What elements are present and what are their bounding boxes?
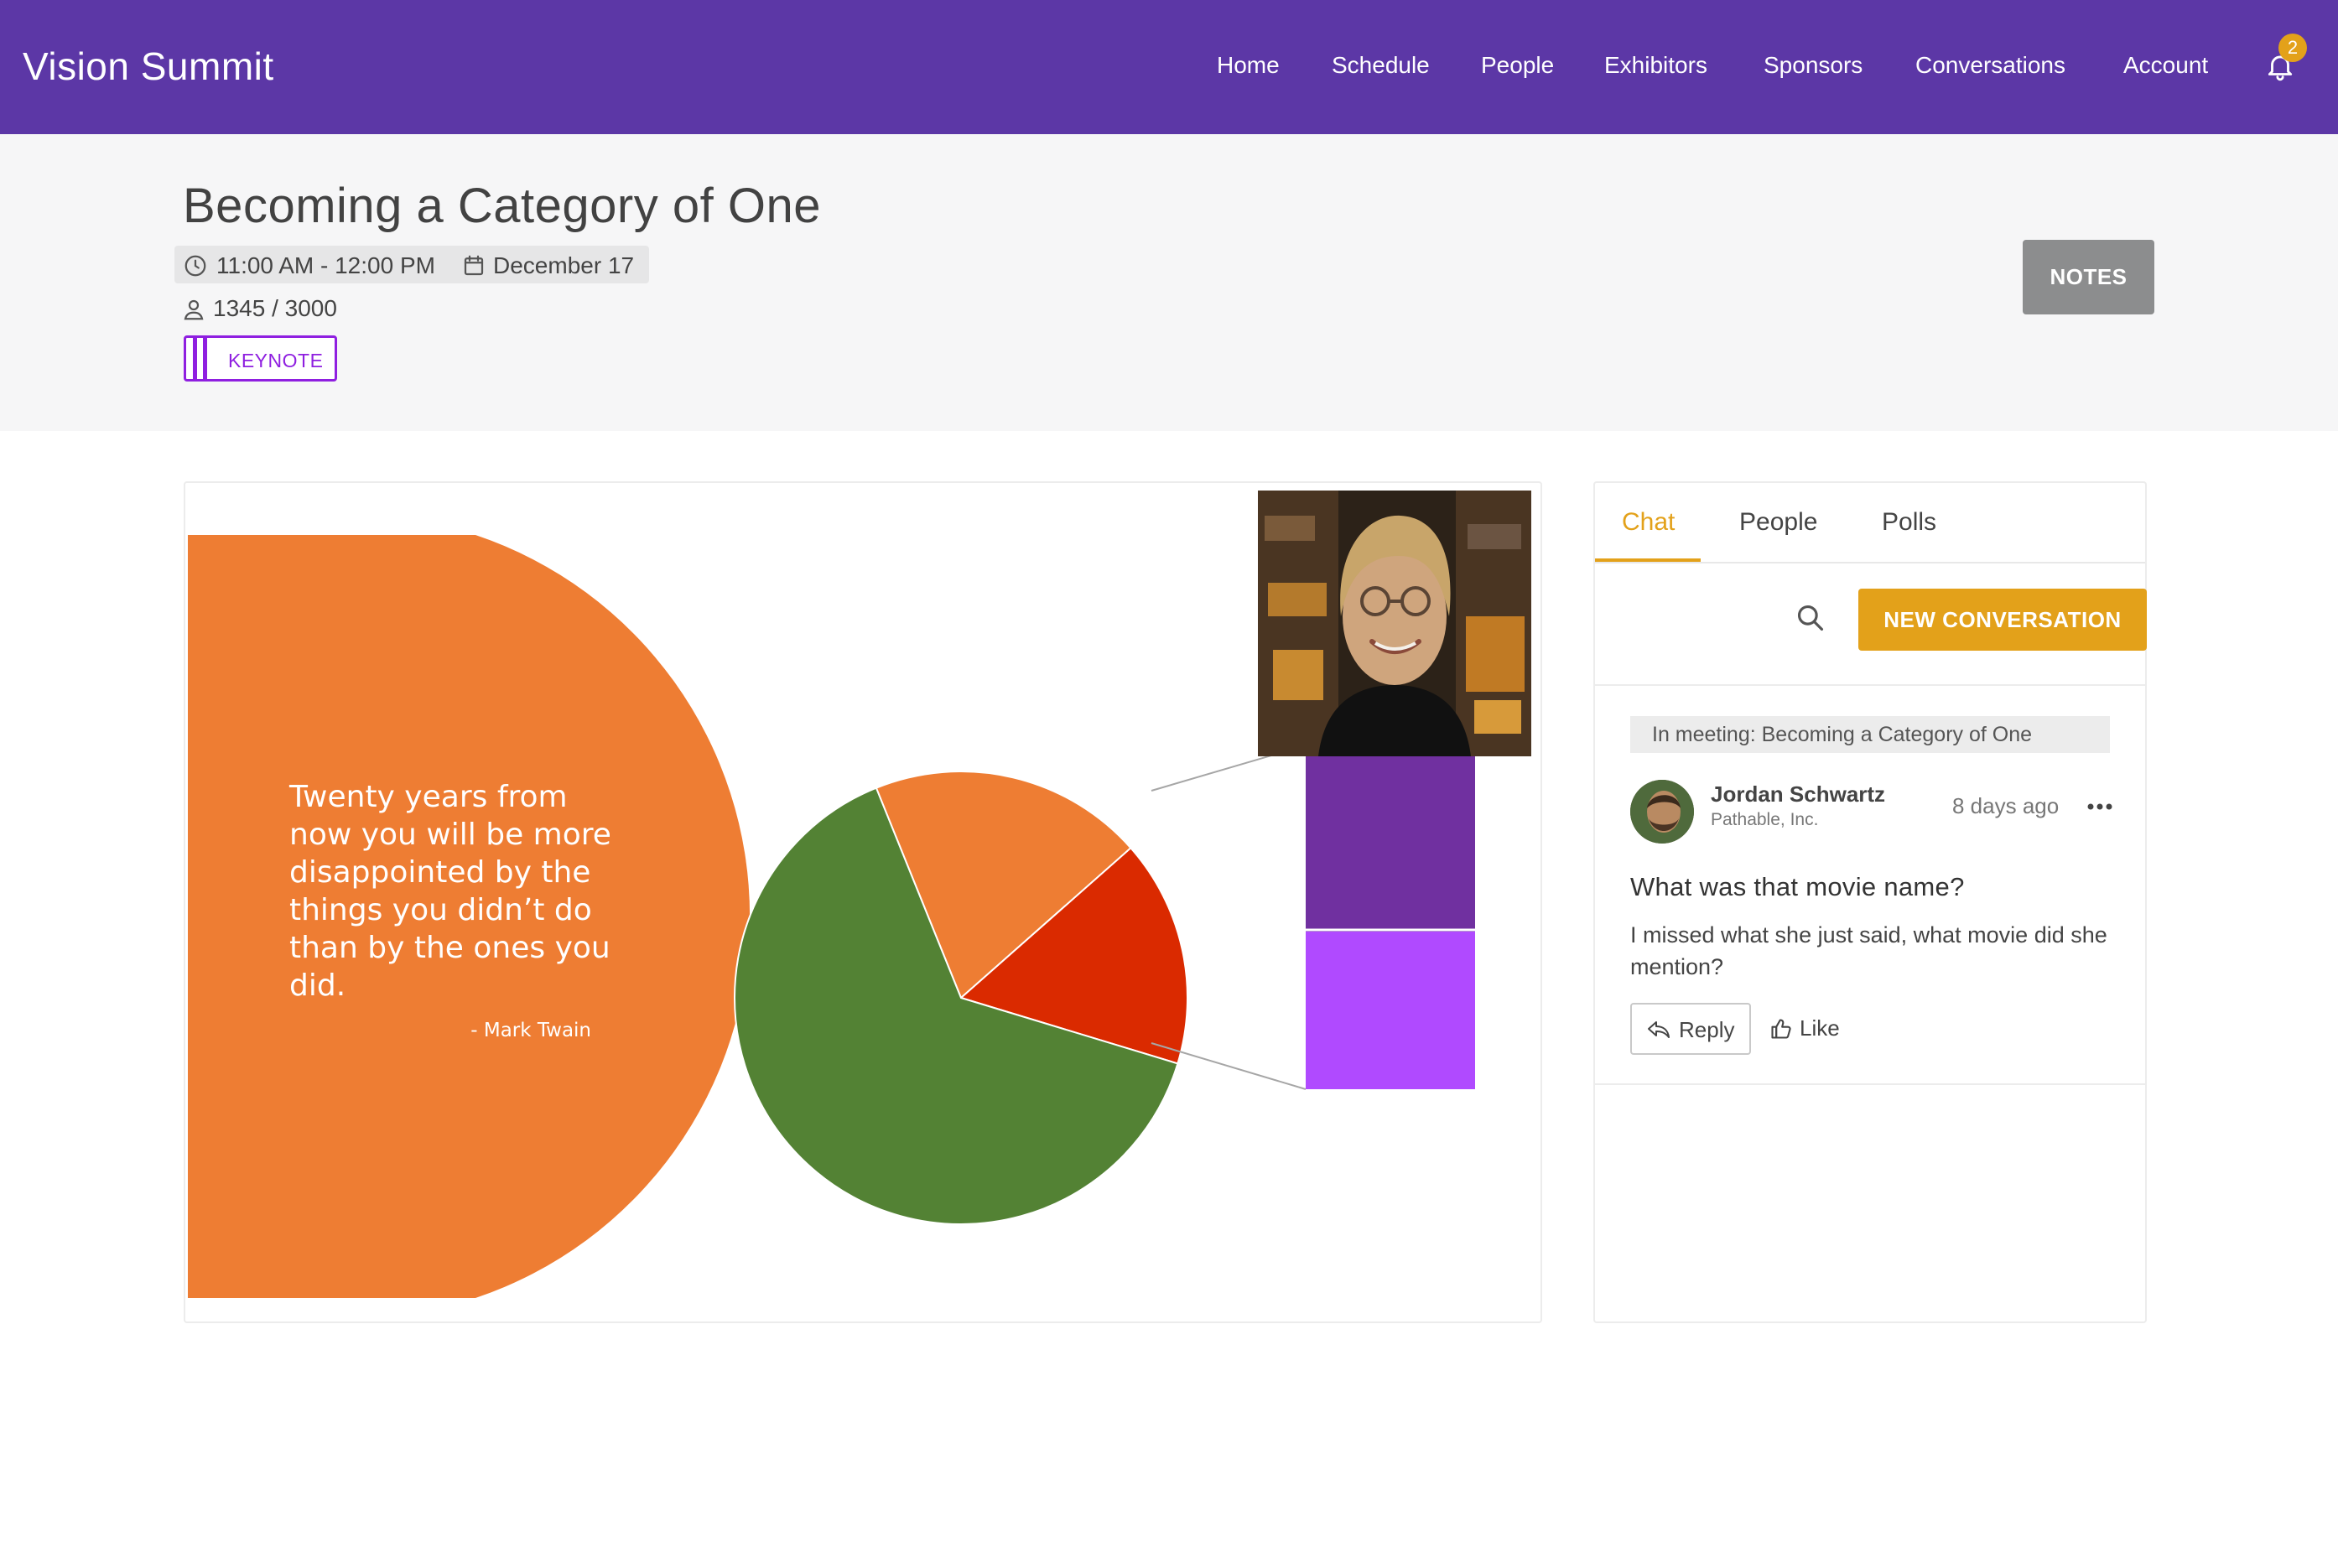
search-icon[interactable]: [1795, 602, 1826, 634]
tag-bar-left: [193, 338, 197, 379]
nav-item-people[interactable]: People: [1481, 52, 1555, 78]
breakout-segment-dark: [1306, 745, 1475, 938]
nav-item-exhibitors[interactable]: Exhibitors: [1604, 52, 1707, 78]
slide-canvas: [188, 535, 1475, 1298]
session-date: December 17: [493, 252, 635, 278]
main-nav: Home Schedule People Exhibitors Sponsors…: [0, 52, 2338, 86]
avatar[interactable]: [1630, 780, 1694, 844]
tag-bar-right: [203, 338, 207, 379]
like-label: Like: [1800, 1015, 1840, 1041]
attendee-icon: [184, 299, 204, 320]
clock-icon: [184, 255, 206, 277]
session-capacity: 1345 / 3000: [213, 295, 337, 321]
tab-chat[interactable]: Chat: [1622, 508, 1676, 536]
post-timestamp: 8 days ago: [1952, 793, 2060, 818]
nav-item-conversations[interactable]: Conversations: [1915, 52, 2065, 78]
tab-polls[interactable]: Polls: [1882, 508, 1937, 536]
panel-tabs: Chat People Polls: [1595, 483, 2145, 563]
reply-label: Reply: [1679, 1017, 1735, 1042]
post-body: I missed what she just said, what movie …: [1630, 922, 2107, 979]
breakout-connector-bottom: [1151, 1042, 1307, 1090]
breakout-segment-light: [1306, 932, 1475, 1089]
post-author-name[interactable]: Jordan Schwartz: [1711, 781, 1886, 807]
speaker-photo: [1258, 491, 1531, 756]
meeting-context-chip[interactable]: In meeting: Becoming a Category of One: [1630, 716, 2110, 753]
reply-button[interactable]: Reply: [1630, 1003, 1751, 1055]
notes-button[interactable]: NOTES: [2023, 240, 2154, 314]
post-title: What was that movie name?: [1630, 872, 1965, 901]
like-button[interactable]: Like: [1769, 1003, 1845, 1055]
slide-quote: Twenty years from now you will be more d…: [289, 780, 611, 1003]
nav-item-home[interactable]: Home: [1217, 52, 1280, 78]
pie-slice-green: [734, 787, 1179, 1225]
app-title[interactable]: Vision Summit: [23, 44, 274, 88]
session-title: Becoming a Category of One: [183, 179, 821, 233]
tab-people[interactable]: People: [1739, 508, 1818, 536]
more-options-icon[interactable]: [2086, 802, 2113, 812]
speaker-video[interactable]: [1258, 491, 1531, 756]
nav-item-schedule[interactable]: Schedule: [1332, 52, 1430, 78]
quote-half-circle: [188, 535, 751, 1298]
session-time: 11:00 AM - 12:00 PM: [216, 252, 435, 278]
slide-quote-author: - Mark Twain: [470, 1020, 591, 1041]
notification-count-badge: 2: [2278, 34, 2307, 62]
new-conversation-button[interactable]: NEW CONVERSATION: [1858, 589, 2147, 651]
post-author-org: Pathable, Inc.: [1711, 810, 1819, 829]
thumbs-up-icon: [1771, 1019, 1791, 1039]
nav-item-account[interactable]: Account: [2123, 52, 2209, 78]
nav-item-sponsors[interactable]: Sponsors: [1764, 52, 1863, 78]
reply-icon: [1648, 1021, 1670, 1038]
tag-label: KEYNOTE: [228, 350, 324, 371]
pie-slice-orange: [875, 771, 1132, 999]
top-nav-bar: [0, 0, 2338, 134]
pie-slice-red: [959, 846, 1189, 1065]
calendar-icon: [464, 255, 484, 276]
session-track-tag[interactable]: KEYNOTE: [184, 335, 337, 382]
engagement-panel: Chat People Polls NEW CONVERSATION In me…: [1593, 481, 2147, 1323]
conversation-card[interactable]: In meeting: Becoming a Category of One J…: [1595, 684, 2145, 1085]
active-tab-indicator: [1595, 558, 1701, 562]
session-time-date-pill: [174, 246, 649, 283]
